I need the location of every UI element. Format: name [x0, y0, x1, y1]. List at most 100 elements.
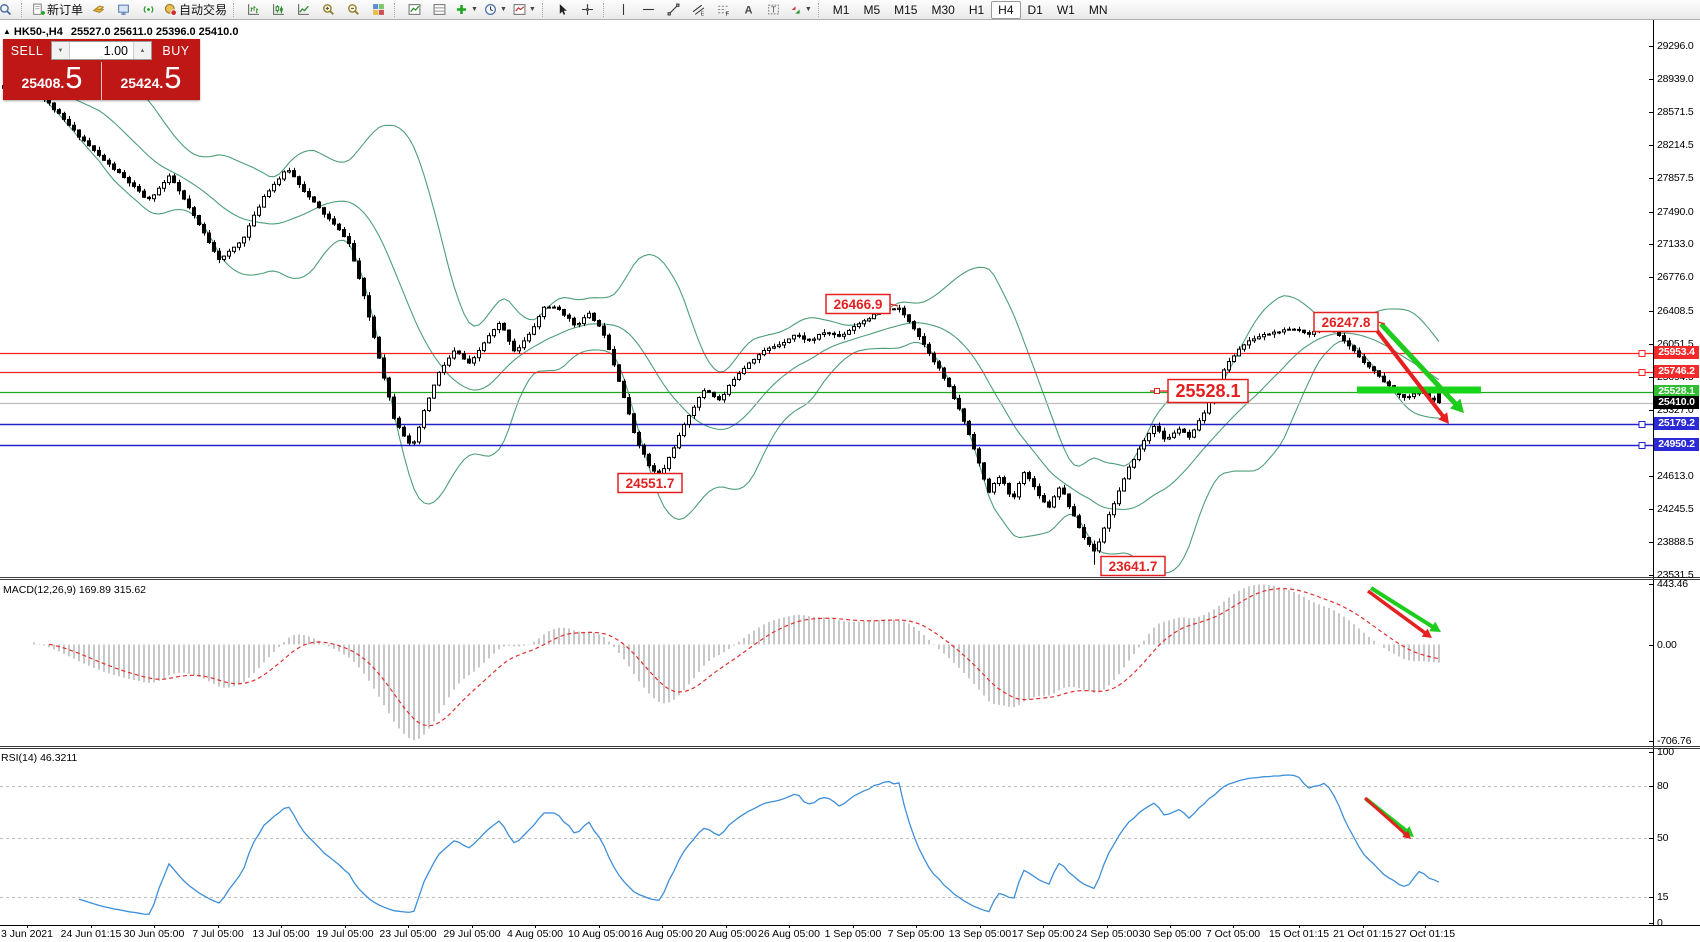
time-axis-label[interactable]: 17 Sep 05:00	[1011, 928, 1075, 940]
timeframe-w1-button-label: W1	[1056, 2, 1075, 17]
price-tick-mark	[1649, 277, 1653, 279]
search-clipped-icon[interactable]	[0, 0, 18, 19]
time-axis-label[interactable]: 20 Aug 05:00	[695, 928, 757, 940]
sell-button[interactable]: SELL	[10, 43, 44, 58]
timeframe-m1-button[interactable]: M1	[826, 1, 857, 19]
bid-dot: .	[60, 75, 65, 91]
time-axis-label[interactable]: 27 Oct 01:15	[1394, 928, 1456, 940]
rsi-tick-mark	[1649, 897, 1653, 899]
time-axis-label[interactable]: 29 Jul 05:00	[443, 928, 501, 940]
timeframe-d1-button-label: D1	[1027, 2, 1043, 17]
timeframe-m30-button-label: M30	[931, 2, 955, 17]
panel-separator[interactable]	[0, 748, 1700, 749]
svg-text:E: E	[701, 11, 705, 16]
panel-separator[interactable]	[0, 579, 1700, 580]
chart-candles-button[interactable]	[266, 0, 291, 19]
dropdown-caret-icon[interactable]: ▼	[471, 6, 478, 13]
time-axis-label[interactable]: 3 Jun 2021	[1, 928, 53, 940]
data-window-button[interactable]	[427, 0, 452, 19]
price-axis-badge: 25528.1	[1654, 385, 1699, 399]
time-axis-label[interactable]: 26 Aug 05:00	[758, 928, 820, 940]
time-axis-label[interactable]: 30 Jun 05:00	[123, 928, 185, 940]
timeframe-h1-button[interactable]: H1	[962, 1, 991, 19]
dropdown-caret-icon[interactable]: ▼	[528, 6, 536, 13]
timeframe-m5-button[interactable]: M5	[856, 1, 887, 19]
bid-price[interactable]: 25408 . 5	[3, 62, 101, 100]
time-tick-mark	[154, 925, 155, 928]
timeframe-m30-button[interactable]: M30	[924, 1, 961, 19]
rsi-tick-label: 80	[1657, 780, 1669, 793]
timeframe-w1-button[interactable]: W1	[1050, 1, 1082, 19]
dropdown-caret-icon[interactable]: ▼	[499, 6, 507, 13]
time-axis-label[interactable]: 1 Sep 05:00	[824, 928, 882, 940]
fibonacci-button[interactable]: F	[711, 0, 736, 19]
time-axis-label[interactable]: 19 Jul 05:00	[316, 928, 374, 940]
text-button[interactable]: A	[736, 0, 761, 19]
panel-separator[interactable]	[0, 746, 1700, 747]
time-axis-label[interactable]: 13 Sep 05:00	[948, 928, 1012, 940]
time-axis-label[interactable]: 15 Oct 01:15	[1268, 928, 1330, 940]
time-axis-label[interactable]: 23 Jul 05:00	[379, 928, 437, 940]
volume-increase-button[interactable]: ▲	[133, 42, 151, 59]
rsi-tick-label: 50	[1657, 831, 1669, 844]
one-click-trading-panel: SELL ▼ 1.00 ▲ BUY 25408 . 5 25424 . 5	[3, 39, 200, 100]
market-watch-button[interactable]	[86, 0, 111, 19]
time-axis-label[interactable]: 10 Aug 05:00	[568, 928, 630, 940]
timeframe-h4-button[interactable]: H4	[991, 0, 1021, 19]
templates-button[interactable]: ▼	[510, 0, 539, 19]
time-axis-label[interactable]: 21 Oct 01:15	[1332, 928, 1394, 940]
text-label-button[interactable]: T	[761, 0, 786, 19]
equidistant-channel-button[interactable]: E	[686, 0, 711, 19]
rsi-tick-label: 15	[1657, 891, 1669, 904]
crosshair-button[interactable]	[575, 0, 600, 19]
time-axis-label[interactable]: 24 Sep 05:00	[1075, 928, 1139, 940]
zoom-in-button[interactable]	[316, 0, 341, 19]
ask-price[interactable]: 25424 . 5	[101, 62, 200, 100]
time-axis-label[interactable]: 13 Jul 05:00	[252, 928, 310, 940]
bid-main-digits: 25408	[21, 75, 61, 91]
tile-windows-button[interactable]	[366, 0, 391, 19]
svg-text:26466.9: 26466.9	[834, 297, 883, 312]
timeframe-m15-button[interactable]: M15	[887, 1, 924, 19]
horizontal-line-button[interactable]	[636, 0, 661, 19]
time-tick-mark	[1425, 925, 1426, 928]
trendline-button[interactable]	[661, 0, 686, 19]
time-tick-mark	[1170, 925, 1171, 928]
time-tick-mark	[726, 925, 727, 928]
time-axis-line	[0, 925, 1700, 926]
price-tick-mark	[1649, 542, 1653, 544]
add-indicator-button[interactable]: ▼	[452, 0, 481, 19]
time-axis-label[interactable]: 7 Sep 05:00	[887, 928, 945, 940]
price-tick-mark	[1649, 145, 1653, 147]
svg-text:25528.1: 25528.1	[1175, 381, 1240, 401]
time-axis-label[interactable]: 30 Sep 05:00	[1138, 928, 1202, 940]
chart-title: ▲ HK50-,H4 25527.0 25611.0 25396.0 25410.0	[3, 26, 238, 38]
signal-button[interactable]	[136, 0, 161, 19]
buy-button[interactable]: BUY	[162, 43, 190, 58]
volume-value[interactable]: 1.00	[103, 43, 128, 58]
macd-tick-mark	[1649, 584, 1653, 585]
time-axis-label[interactable]: 24 Jun 01:15	[60, 928, 122, 940]
time-axis-label[interactable]: 7 Jul 05:00	[192, 928, 244, 940]
chart-line-button[interactable]	[291, 0, 316, 19]
arrows-button[interactable]: ▼	[786, 0, 815, 19]
timeframe-mn-button[interactable]: MN	[1082, 1, 1115, 19]
dropdown-caret-icon[interactable]: ▼	[804, 6, 812, 13]
cursor-button[interactable]	[550, 0, 575, 19]
zoom-out-button[interactable]	[341, 0, 366, 19]
new-order-button[interactable]: 新订单	[29, 0, 86, 19]
vertical-line-button[interactable]	[611, 0, 636, 19]
svg-text:23641.7: 23641.7	[1109, 559, 1158, 574]
timeframe-d1-button[interactable]: D1	[1021, 1, 1050, 19]
auto-trading-button[interactable]: 自动交易	[161, 0, 230, 19]
panel-separator[interactable]	[0, 577, 1700, 578]
volume-decrease-button[interactable]: ▼	[52, 42, 70, 59]
time-axis-label[interactable]: 16 Aug 05:00	[631, 928, 693, 940]
chart-bars-button[interactable]	[241, 0, 266, 19]
time-axis-label[interactable]: 4 Aug 05:00	[506, 928, 564, 940]
terminal-button[interactable]	[111, 0, 136, 19]
indicators-button[interactable]	[402, 0, 427, 19]
time-axis-label[interactable]: 7 Oct 05:00	[1205, 928, 1261, 940]
periods-button[interactable]: ▼	[481, 0, 510, 19]
